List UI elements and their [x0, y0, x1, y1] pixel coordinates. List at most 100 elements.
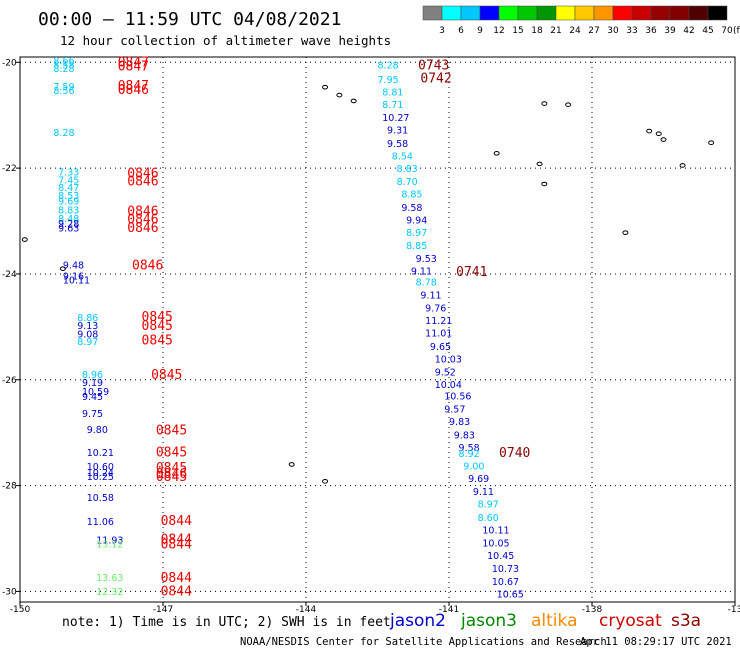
colorbar-tick-label: 70 — [721, 26, 733, 36]
swh-value-label: 11.93 — [96, 536, 123, 547]
swh-value-label: 9.94 — [406, 216, 427, 227]
swh-value-label: 9.69 — [468, 474, 489, 485]
swh-value-label: 8.81 — [382, 87, 403, 98]
x-tick-label: -138 — [582, 605, 603, 615]
swh-value-label: 9.45 — [82, 392, 103, 403]
swh-value-label: 9.53 — [416, 254, 437, 265]
colorbar-tick-label: 21 — [550, 26, 561, 36]
x-tick-label: -141 — [439, 605, 459, 615]
time-label: 0846 — [156, 467, 187, 482]
swh-value-label: 10.27 — [382, 113, 409, 124]
time-label: 0844 — [161, 514, 192, 529]
swh-value-label: 8.85 — [401, 190, 422, 201]
time-label: 0846 — [127, 205, 158, 220]
swh-value-label: 9.75 — [82, 409, 103, 420]
grid — [20, 57, 735, 602]
colorbar-swatch — [688, 5, 709, 21]
footer-timestamp: Apr 11 08:29:17 UTC 2021 — [580, 636, 732, 648]
colorbar-swatch — [498, 5, 519, 21]
swh-value-label: 9.58 — [387, 139, 408, 150]
swh-value-label: 8.92 — [459, 449, 480, 460]
swh-value-label: 8.28 — [53, 128, 74, 139]
time-label: 0847 — [118, 60, 149, 75]
swh-value-label: 9.48 — [63, 260, 84, 271]
colorbar-swatch — [517, 5, 538, 21]
time-label: 0847 — [118, 55, 149, 70]
swh-value-label: 10.11 — [63, 275, 90, 286]
time-label: 0844 — [161, 533, 192, 548]
swh-value-label: 12.32 — [96, 587, 123, 598]
swh-value-label: 8.48 — [58, 214, 79, 225]
swh-value-label: 10.25 — [87, 472, 114, 483]
island-outline — [622, 230, 629, 235]
time-label: 0846 — [127, 221, 158, 236]
swh-value-label: 8.97 — [478, 500, 499, 511]
colorbar-tick-label: 18 — [531, 26, 543, 36]
swh-value-label: 9.63 — [58, 223, 79, 234]
time-label: 0845 — [156, 470, 187, 485]
island-outline — [646, 128, 653, 134]
swh-value-label: 8.53 — [58, 191, 79, 202]
swh-value-label: 7.45 — [58, 175, 79, 186]
time-label: 0846 — [127, 166, 158, 181]
footer-credit: NOAA/NESDIS Center for Satellite Applica… — [240, 636, 607, 648]
islands — [21, 84, 715, 484]
swh-value-label: 8.66 — [53, 56, 74, 67]
swh-value-label: 8.96 — [82, 370, 103, 381]
colorbar-tick-label: 12 — [493, 26, 504, 36]
y-tick-label: -30 — [2, 587, 17, 597]
swh-value-label: 8.85 — [406, 241, 427, 252]
colorbar-swatch — [441, 5, 462, 21]
swh-value-label: 10.56 — [444, 392, 471, 403]
colorbar-swatch — [631, 5, 652, 21]
swh-value-label: 8.83 — [58, 205, 79, 216]
time-label: 0847 — [118, 79, 149, 94]
island-outline — [21, 237, 28, 242]
swh-value-label: 8.28 — [378, 60, 399, 71]
swh-value-label: 8.71 — [382, 100, 403, 111]
swh-value-label: 10.73 — [492, 564, 519, 575]
legend-entry: jason3 — [460, 611, 517, 631]
colorbar-tick-label: (ft) — [733, 26, 740, 36]
swh-value-label: 9.65 — [430, 342, 451, 353]
time-label: 0844 — [161, 537, 192, 552]
swh-value-label: 9.16 — [63, 272, 84, 283]
colorbar-tick-label: 33 — [626, 26, 637, 36]
swh-value-label: 9.00 — [463, 462, 484, 473]
colorbar-swatch — [536, 5, 557, 21]
swh-value-label: 7.59 — [53, 82, 74, 93]
swh-value-label: 13.63 — [96, 573, 123, 584]
colorbar-tick-label: 42 — [683, 26, 694, 36]
swh-value-label: 9.57 — [444, 404, 465, 415]
swh-value-label: 8.28 — [53, 64, 74, 75]
island-outline — [679, 163, 686, 168]
time-label: 0845 — [142, 319, 173, 334]
colorbar-tick-label: 45 — [702, 26, 713, 36]
footer-note: note: 1) Time is in UTC; 2) SWH is in fe… — [62, 615, 391, 630]
swh-value-label: 9.58 — [459, 443, 480, 454]
y-tick-label: -26 — [2, 376, 17, 386]
swh-value-label: 9.52 — [435, 367, 456, 378]
time-label: 0846 — [118, 83, 149, 98]
time-label: 0741 — [456, 265, 487, 280]
time-label: 0846 — [127, 212, 158, 227]
swh-value-label: 7.33 — [58, 167, 79, 178]
swh-value-label: 10.60 — [87, 462, 114, 473]
swh-value-label: 11.06 — [87, 517, 114, 528]
colorbar-tick-label: 30 — [607, 26, 619, 36]
colorbar-swatch — [707, 5, 728, 21]
chart-title: 00:00 – 11:59 UTC 04/08/2021 — [38, 9, 341, 30]
swh-value-label: 8.83 — [397, 164, 418, 175]
x-tick-label: -144 — [296, 605, 317, 615]
swh-value-label: 9.11 — [411, 266, 432, 277]
swh-value-label: 9.11 — [420, 291, 441, 302]
colorbar-swatch — [650, 5, 671, 21]
colorbar-tick-label: 15 — [512, 26, 523, 36]
legend-entry: jason2 — [389, 611, 446, 631]
swh-value-label: 9.19 — [82, 378, 103, 389]
chart-subtitle: 12 hour collection of altimeter wave hei… — [60, 33, 391, 48]
colorbar-swatch — [574, 5, 595, 21]
island-outline — [655, 131, 662, 137]
